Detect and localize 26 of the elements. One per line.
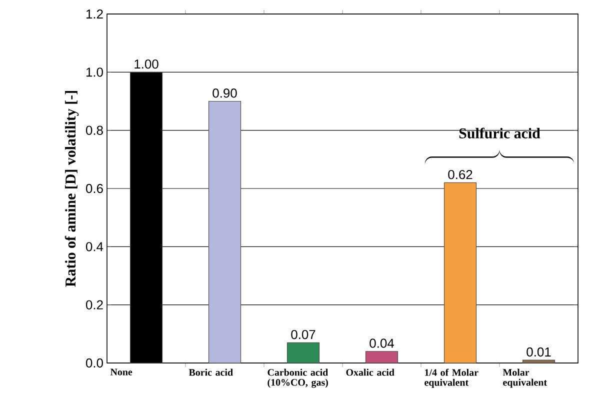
data-label: 0.01 bbox=[526, 347, 551, 357]
data-label: 0.62 bbox=[448, 170, 472, 180]
y-axis-title: Ratio of amine [D] volatility [-] bbox=[64, 91, 79, 287]
data-label: 0.07 bbox=[291, 330, 316, 340]
y-tick-label: 0.2 bbox=[86, 300, 103, 310]
annotation: Sulfuric acid bbox=[459, 128, 540, 138]
bar bbox=[444, 182, 477, 364]
bar bbox=[522, 360, 556, 364]
y-tick-label: 0.6 bbox=[86, 184, 103, 194]
y-tick-label: 0.0 bbox=[86, 358, 103, 368]
x-tick-label: Oxalic acid bbox=[346, 368, 394, 376]
data-label: 0.04 bbox=[370, 338, 394, 348]
y-tick-label: 0.8 bbox=[86, 126, 103, 135]
y-tick-label: 0.4 bbox=[86, 242, 104, 252]
x-tick-label: 1/4 of Molar equivalent bbox=[424, 368, 478, 388]
x-tick-label: None bbox=[110, 368, 132, 376]
bar bbox=[365, 351, 398, 364]
bar bbox=[286, 342, 320, 364]
y-tick-label: 1.0 bbox=[86, 68, 103, 77]
x-tick-label: Boric acid bbox=[188, 368, 233, 376]
x-tick-label: Carbonic acid (10%CO, gas) bbox=[268, 368, 328, 388]
bar bbox=[208, 100, 242, 364]
data-label: 0.90 bbox=[212, 88, 237, 98]
x-tick-label: Molar equivalent bbox=[502, 368, 547, 388]
y-tick-label: 1.2 bbox=[86, 9, 103, 19]
data-label: 1.00 bbox=[134, 59, 158, 69]
